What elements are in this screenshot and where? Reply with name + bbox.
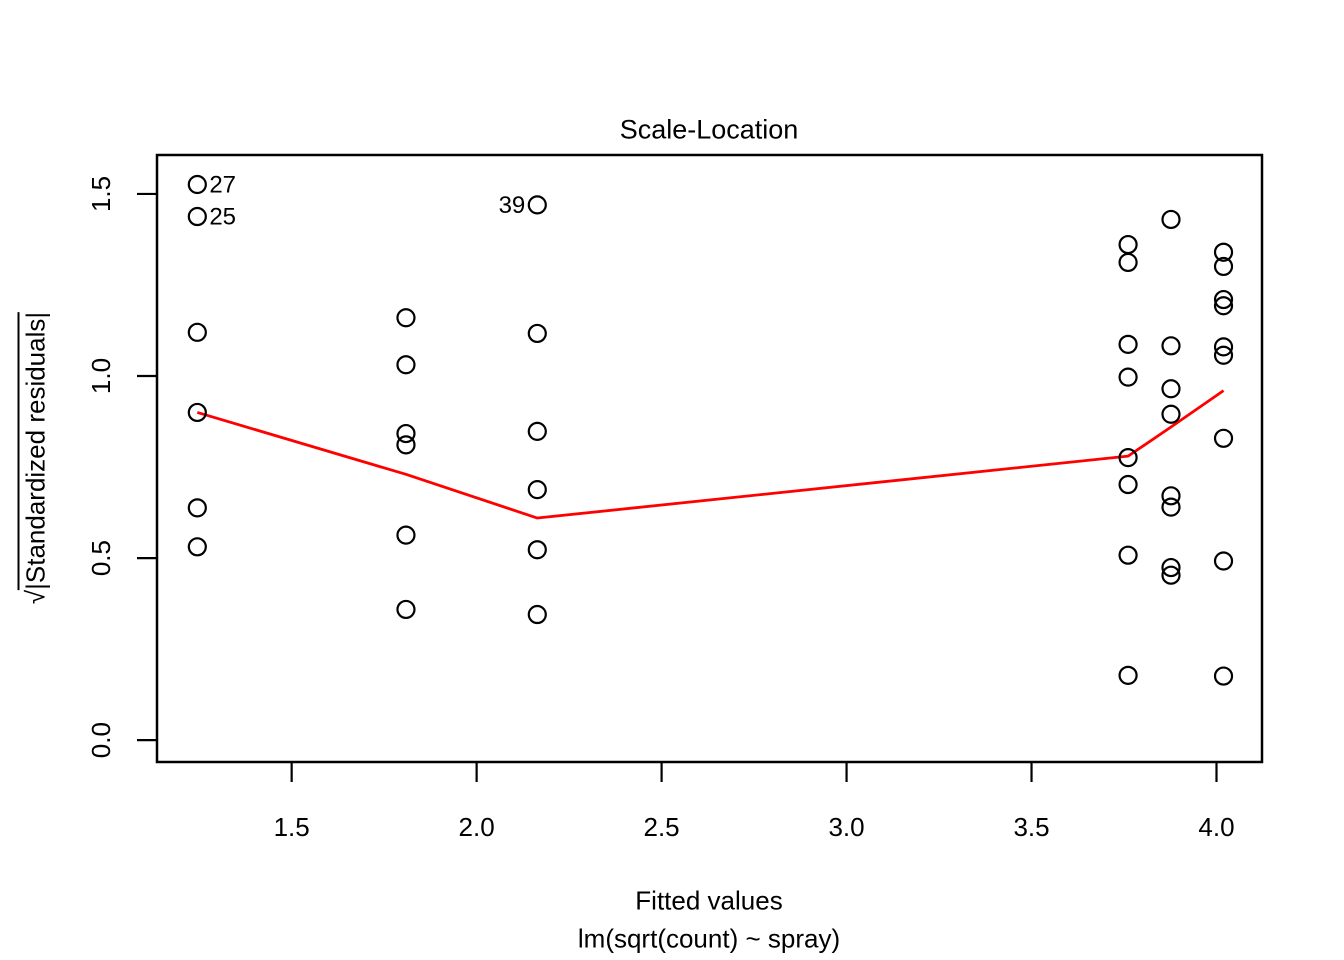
data-point xyxy=(1213,256,1234,277)
x-tick-label: 2.0 xyxy=(459,812,495,842)
data-point xyxy=(1118,252,1138,273)
data-point xyxy=(527,421,547,441)
data-point xyxy=(187,322,207,342)
data-point xyxy=(1213,428,1234,448)
data-point xyxy=(1213,337,1234,357)
y-tick-label: 1.5 xyxy=(86,176,116,212)
plot-box xyxy=(155,153,1264,764)
y-tick-label: 0.5 xyxy=(86,540,116,576)
data-point xyxy=(527,480,547,500)
data-point xyxy=(1161,486,1181,506)
data-point xyxy=(1161,497,1181,517)
chart-title: Scale-Location xyxy=(619,114,799,145)
x-axis-label: Fitted values xyxy=(635,885,783,916)
model-formula-label: lm(sqrt(count) ~ spray) xyxy=(577,923,841,954)
data-point xyxy=(1213,296,1234,316)
data-point xyxy=(1118,334,1138,354)
data-point xyxy=(396,599,416,620)
data-point xyxy=(1118,665,1138,685)
data-point xyxy=(396,355,416,375)
x-tick-label: 1.5 xyxy=(274,812,310,842)
data-point xyxy=(396,423,416,444)
data-point xyxy=(1213,345,1234,365)
data-point xyxy=(1213,242,1234,262)
data-point xyxy=(1161,209,1181,230)
data-point xyxy=(187,174,207,195)
data-point xyxy=(1161,557,1181,578)
y-tick-label: 1.0 xyxy=(86,358,116,394)
smoother-line xyxy=(196,389,1225,520)
x-tick-label: 3.0 xyxy=(828,812,864,842)
x-tick-label: 2.5 xyxy=(644,812,680,842)
data-point xyxy=(527,540,547,560)
data-point xyxy=(1161,404,1181,424)
data-point xyxy=(187,498,207,518)
data-point xyxy=(1213,666,1234,686)
x-tick-label: 3.5 xyxy=(1013,812,1049,842)
data-point xyxy=(527,323,547,344)
x-tick-label: 4.0 xyxy=(1198,812,1234,842)
y-tick-label: 0.0 xyxy=(86,722,116,758)
data-point xyxy=(527,604,547,625)
data-point xyxy=(396,525,416,545)
data-point xyxy=(1118,367,1138,387)
point-label: 27 xyxy=(209,171,236,198)
data-point xyxy=(527,195,547,215)
data-point xyxy=(1213,551,1234,571)
data-point xyxy=(1118,545,1138,565)
data-point xyxy=(187,206,207,227)
sqrt-radical-glyph: √ xyxy=(20,589,51,605)
data-point xyxy=(396,308,416,328)
data-point xyxy=(1118,234,1138,255)
point-label: 25 xyxy=(209,204,236,231)
data-point xyxy=(1161,336,1181,356)
point-label: 39 xyxy=(499,192,526,219)
y-axis-label-body: |Standardized residuals| xyxy=(17,311,51,590)
data-point xyxy=(187,537,207,557)
data-point xyxy=(1161,565,1181,585)
data-point xyxy=(396,435,416,455)
data-point xyxy=(1161,379,1181,399)
data-point xyxy=(187,402,207,423)
data-point xyxy=(1213,289,1234,310)
y-axis-label: √|Standardized residuals| xyxy=(17,311,52,605)
data-point xyxy=(1118,474,1138,495)
data-point xyxy=(1118,447,1138,468)
